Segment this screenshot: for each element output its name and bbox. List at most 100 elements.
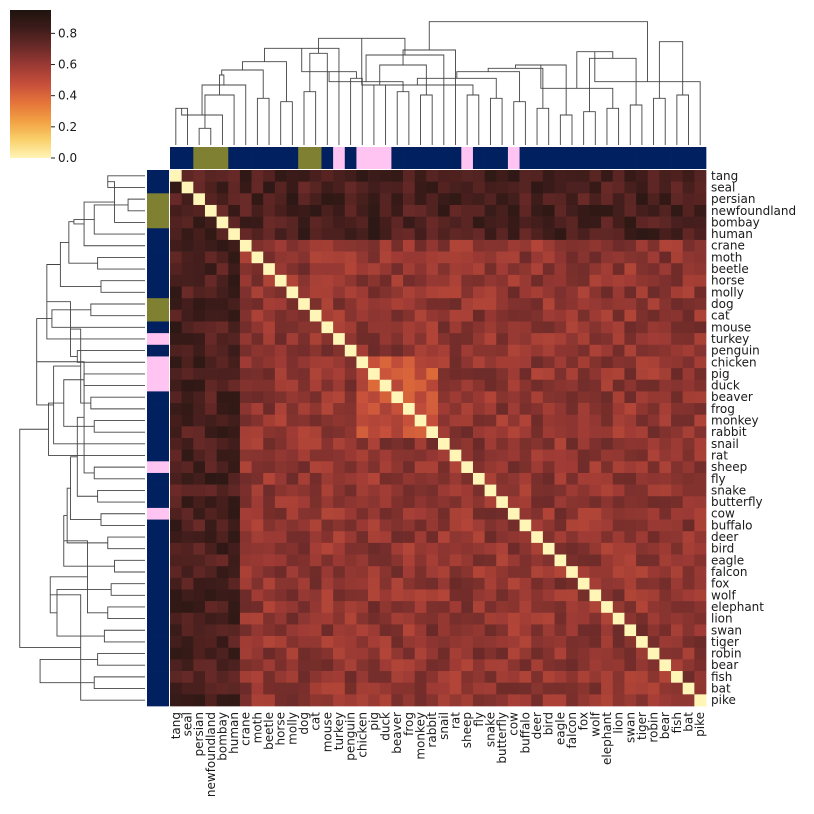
column-dendrogram-link (653, 97, 666, 145)
heatmap-cell-newfoundland-penguin (344, 204, 357, 217)
heatmap-cell-bear-pike (694, 659, 707, 672)
heatmap-cell-tiger-horse (274, 636, 287, 649)
heatmap-cell-molly-chicken (356, 286, 369, 299)
heatmap-cell-bear-falcon (566, 659, 579, 672)
heatmap-cell-crane-swan (624, 239, 637, 252)
heatmap-cell-mouse-bird (542, 321, 555, 334)
heatmap-cell-molly-seal (181, 286, 194, 299)
heatmap-cell-wolf-snake (484, 589, 497, 602)
heatmap-cell-rat-deer (531, 449, 544, 462)
heatmap-cell-sheep-moth (251, 461, 264, 474)
heatmap-cell-newfoundland-newfoundland (204, 204, 217, 217)
heatmap-cell-wolf-pig (368, 589, 381, 602)
heatmap-cell-crane-dog (298, 239, 311, 252)
heatmap-cell-beaver-elephant (601, 391, 614, 404)
row-group-color-persian (147, 193, 169, 206)
heatmap-cell-elephant-penguin (344, 601, 357, 614)
heatmap-cell-bear-newfoundland (204, 659, 217, 672)
heatmap-cell-deer-bombay (216, 531, 229, 544)
heatmap-cell-mouse-newfoundland (204, 321, 217, 334)
heatmap-cell-bat-fly (472, 682, 485, 695)
heatmap-cell-chicken-seal (181, 356, 194, 369)
heatmap-cell-tiger-eagle (554, 636, 567, 649)
heatmap-cell-bear-horse (274, 659, 287, 672)
heatmap-cell-beetle-fish (671, 263, 684, 276)
heatmap-cell-frog-robin (647, 403, 660, 416)
heatmap-cell-elephant-cat (309, 601, 322, 614)
heatmap-cell-cow-bird (542, 507, 555, 520)
heatmap-cell-fox-cat (309, 577, 322, 590)
heatmap-cell-cow-persian (193, 507, 206, 520)
heatmap-cell-mouse-persian (193, 321, 206, 334)
heatmap-cell-beaver-mouse (321, 391, 334, 404)
heatmap-cell-eagle-pig (368, 554, 381, 567)
heatmap-cell-elephant-moth (251, 601, 264, 614)
heatmap-cell-horse-elephant (601, 274, 614, 287)
heatmap-cell-mouse-fly (472, 321, 485, 334)
heatmap-cell-frog-tiger (636, 403, 649, 416)
heatmap-cell-dog-eagle (554, 298, 567, 311)
heatmap-cell-buffalo-crane (239, 519, 252, 532)
heatmap-cell-bat-bombay (216, 682, 229, 695)
heatmap-cell-dog-seal (181, 298, 194, 311)
heatmap-cell-sheep-butterfly (496, 461, 509, 474)
heatmap-cell-tiger-sheep (461, 636, 474, 649)
heatmap-cell-chicken-molly (286, 356, 299, 369)
heatmap-cell-tiger-dog (298, 636, 311, 649)
heatmap-cell-duck-bat (682, 379, 695, 392)
heatmap-cell-tiger-snake (484, 636, 497, 649)
heatmap-cell-bombay-swan (624, 216, 637, 229)
heatmap-cell-bird-fox (577, 542, 590, 555)
heatmap-cell-bombay-falcon (566, 216, 579, 229)
heatmap-cell-frog-monkey (414, 403, 427, 416)
heatmap-cell-tang-moth (251, 170, 264, 183)
heatmap-cell-butterfly-fly (472, 496, 485, 509)
heatmap-cell-turkey-penguin (344, 333, 357, 346)
heatmap-cell-robin-robin (647, 647, 660, 660)
heatmap-cell-butterfly-dog (298, 496, 311, 509)
heatmap-cell-penguin-monkey (414, 344, 427, 357)
heatmap-cell-horse-monkey (414, 274, 427, 287)
heatmap-cell-fish-monkey (414, 671, 427, 684)
column-label-moth: moth (250, 712, 264, 743)
heatmap-cell-sheep-frog (403, 461, 416, 474)
column-label-butterfly: butterfly (495, 712, 509, 764)
heatmap-cell-pig-buffalo (519, 368, 532, 381)
heatmap-cell-tang-tang (170, 170, 183, 183)
heatmap-cell-dog-snake (484, 298, 497, 311)
heatmap-cell-crane-persian (193, 239, 206, 252)
heatmap-cell-rat-horse (274, 449, 287, 462)
heatmap-cell-swan-butterfly (496, 624, 509, 637)
heatmap-cell-beetle-beetle (263, 263, 276, 276)
heatmap-cell-buffalo-deer (531, 519, 544, 532)
row-label-horse: horse (711, 274, 745, 288)
heatmap-cell-duck-bear (659, 379, 672, 392)
heatmap-cell-bat-fish (671, 682, 684, 695)
heatmap-cell-turkey-wolf (589, 333, 602, 346)
heatmap-cell-fish-fox (577, 671, 590, 684)
heatmap-cell-fish-beetle (263, 671, 276, 684)
heatmap-cell-chicken-lion (612, 356, 625, 369)
heatmap-cell-butterfly-tang (170, 496, 183, 509)
heatmap-cell-turkey-monkey (414, 333, 427, 346)
heatmap-cell-chicken-sheep (461, 356, 474, 369)
heatmap-cell-bird-wolf (589, 542, 602, 555)
heatmap-cell-crane-fly (472, 239, 485, 252)
heatmap-cell-bird-deer (531, 542, 544, 555)
heatmap-cell-pig-bird (542, 368, 555, 381)
heatmap-cell-tiger-monkey (414, 636, 427, 649)
heatmap-cell-beetle-fly (472, 263, 485, 276)
heatmap-cell-bombay-eagle (554, 216, 567, 229)
heatmap-cell-sheep-molly (286, 461, 299, 474)
heatmap-cell-human-frog (403, 228, 416, 241)
heatmap-cell-rat-rat (449, 449, 462, 462)
heatmap-cell-sheep-pig (368, 461, 381, 474)
heatmap-cell-turkey-deer (531, 333, 544, 346)
heatmap-cell-penguin-bombay (216, 344, 229, 357)
heatmap-cell-pike-robin (647, 694, 660, 707)
heatmap-cell-bear-moth (251, 659, 264, 672)
heatmap-cell-fly-bear (659, 472, 672, 485)
heatmap-cell-bombay-dog (298, 216, 311, 229)
heatmap-cell-deer-mouse (321, 531, 334, 544)
heatmap-cell-robin-chicken (356, 647, 369, 660)
